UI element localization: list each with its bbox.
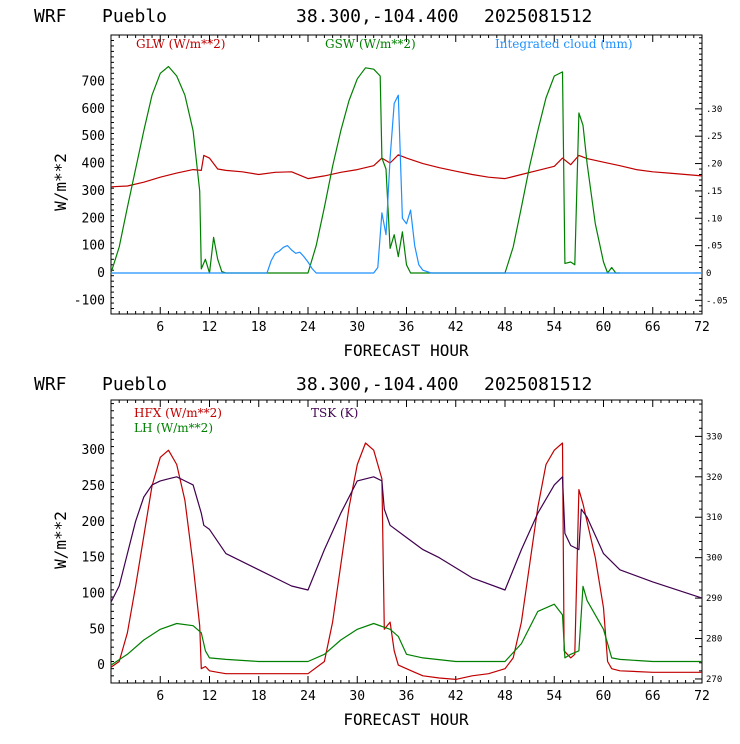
x-tick-label: 6	[156, 689, 164, 704]
x-tick-label: 42	[448, 689, 464, 704]
x-tick-label: 6	[156, 320, 164, 335]
panel2-legend-hfx: HFX (W/m**2)	[134, 406, 222, 420]
x-tick-label: 24	[300, 689, 316, 704]
x-tick-label: 54	[546, 320, 562, 335]
panel1-header-init: 2025081512	[484, 6, 592, 27]
panel1-series	[110, 65, 703, 274]
right-tick-label: .20	[706, 160, 722, 170]
panel1-legend-gsw: GSW (W/m**2)	[325, 37, 416, 51]
x-tick-label: 48	[497, 689, 513, 704]
panel2-y-axis-label: W/m**2	[51, 511, 70, 569]
x-tick-label: 18	[251, 689, 267, 704]
left-tick-label: 100	[82, 239, 105, 254]
left-tick-label: 300	[82, 184, 105, 199]
right-tick-label: 300	[706, 554, 722, 564]
panel2-x-axis: 6 12 18 24 30 36 42 48 54 60 66 72	[110, 400, 710, 704]
x-tick-label: 72	[694, 689, 710, 704]
panel2-header-coords: 38.300,-104.400	[296, 374, 459, 395]
right-tick-label: .15	[706, 187, 722, 197]
panel1-left-axis: -100 0 100 200 300 400 500 600 700	[74, 34, 114, 315]
left-tick-label: 400	[82, 157, 105, 172]
x-tick-label: 12	[202, 320, 218, 335]
left-tick-label: 150	[82, 551, 105, 566]
panel2-series	[110, 442, 703, 681]
left-tick-label: 200	[82, 515, 105, 530]
x-tick-label: 60	[596, 320, 612, 335]
right-tick-label: 320	[706, 473, 722, 483]
panel2-header-station: Pueblo	[102, 374, 167, 395]
panel2-plot-frame	[110, 399, 703, 684]
right-tick-label: 270	[706, 675, 722, 685]
x-tick-label: 66	[645, 689, 661, 704]
left-tick-label: -100	[74, 293, 105, 308]
panel2-header-model: WRF	[34, 374, 67, 395]
panel1-legend-glw: GLW (W/m**2)	[136, 37, 225, 51]
panel1-header-model: WRF	[34, 6, 67, 27]
x-tick-label: 30	[349, 320, 365, 335]
x-tick-label: 24	[300, 320, 316, 335]
panel1-x-axis-label: FORECAST HOUR	[343, 341, 469, 360]
left-tick-label: 50	[89, 622, 105, 637]
right-tick-label: 290	[706, 594, 722, 604]
panel2-header-init: 2025081512	[484, 374, 592, 395]
panel1-right-axis: -.05 0 .05 .10 .15 .20 .25 .30	[695, 37, 728, 312]
x-tick-label: 18	[251, 320, 267, 335]
right-tick-label: 280	[706, 635, 722, 645]
panel1-legend-cloud: Integrated cloud (mm)	[495, 37, 633, 51]
left-tick-label: 200	[82, 211, 105, 226]
panel2-x-axis-label: FORECAST HOUR	[343, 710, 469, 729]
right-tick-label: 310	[706, 513, 722, 523]
left-tick-label: 0	[97, 266, 105, 281]
series-line-1	[110, 585, 702, 666]
panel2-right-axis: 270 280 290 300 310 320 330	[695, 403, 722, 685]
right-tick-label: .30	[706, 105, 722, 115]
right-tick-label: -.05	[706, 296, 728, 306]
x-tick-label: 48	[497, 320, 513, 335]
panel2-legend-tsk: TSK (K)	[311, 406, 358, 420]
x-tick-label: 72	[694, 320, 710, 335]
series-line-2	[111, 94, 702, 274]
x-tick-label: 30	[349, 689, 365, 704]
series-line-1	[110, 65, 620, 274]
panel1-x-axis: 6 12 18 24 30 36 42 48 54 60 66 72	[110, 35, 710, 335]
left-tick-label: 100	[82, 586, 105, 601]
panel1-plot-frame	[110, 34, 703, 315]
right-tick-label: 330	[706, 432, 722, 442]
panel1-header-coords: 38.300,-104.400	[296, 6, 459, 27]
x-tick-label: 54	[546, 689, 562, 704]
x-tick-label: 42	[448, 320, 464, 335]
series-line-0	[110, 442, 702, 681]
left-tick-label: 300	[82, 443, 105, 458]
right-tick-label: 0	[706, 269, 711, 279]
panel2-legend-lh: LH (W/m**2)	[134, 421, 213, 435]
x-tick-label: 60	[596, 689, 612, 704]
left-tick-label: 0	[97, 658, 105, 673]
right-tick-label: .05	[706, 242, 722, 252]
x-tick-label: 36	[399, 689, 415, 704]
x-tick-label: 12	[202, 689, 218, 704]
left-tick-label: 700	[82, 75, 105, 90]
panel2-left-axis: 0 50 100 150 200 250 300	[82, 403, 114, 684]
series-line-2	[110, 476, 703, 603]
left-tick-label: 250	[82, 479, 105, 494]
left-tick-label: 600	[82, 102, 105, 117]
panel1-y-axis-label: W/m**2	[51, 153, 70, 211]
series-line-0	[110, 154, 703, 188]
x-tick-label: 66	[645, 320, 661, 335]
left-tick-label: 500	[82, 129, 105, 144]
right-tick-label: .25	[706, 132, 722, 142]
x-tick-label: 36	[399, 320, 415, 335]
panel1-header-station: Pueblo	[102, 6, 167, 27]
right-tick-label: .10	[706, 214, 722, 224]
